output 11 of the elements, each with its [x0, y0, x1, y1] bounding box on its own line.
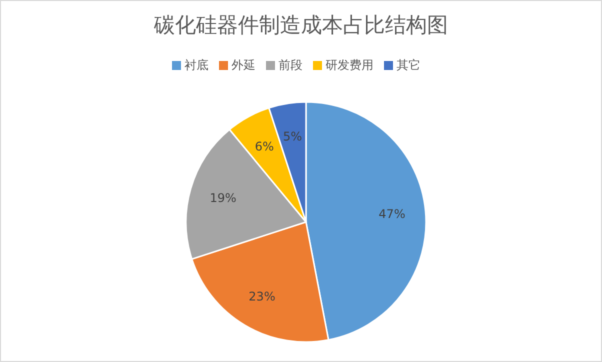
legend-label: 衬底	[184, 58, 208, 72]
data-label: 23%	[248, 289, 276, 304]
legend-label: 外延	[232, 58, 256, 72]
data-label: 6%	[254, 139, 274, 154]
chart-title: 碳化硅器件制造成本占比结构图	[153, 12, 449, 39]
data-label: 47%	[378, 206, 406, 221]
data-label: 5%	[282, 130, 302, 144]
legend-label: 其它	[396, 58, 420, 72]
legend-label: 研发费用	[326, 58, 374, 72]
data-label: 19%	[210, 190, 236, 205]
legend-label: 前段	[278, 58, 302, 72]
